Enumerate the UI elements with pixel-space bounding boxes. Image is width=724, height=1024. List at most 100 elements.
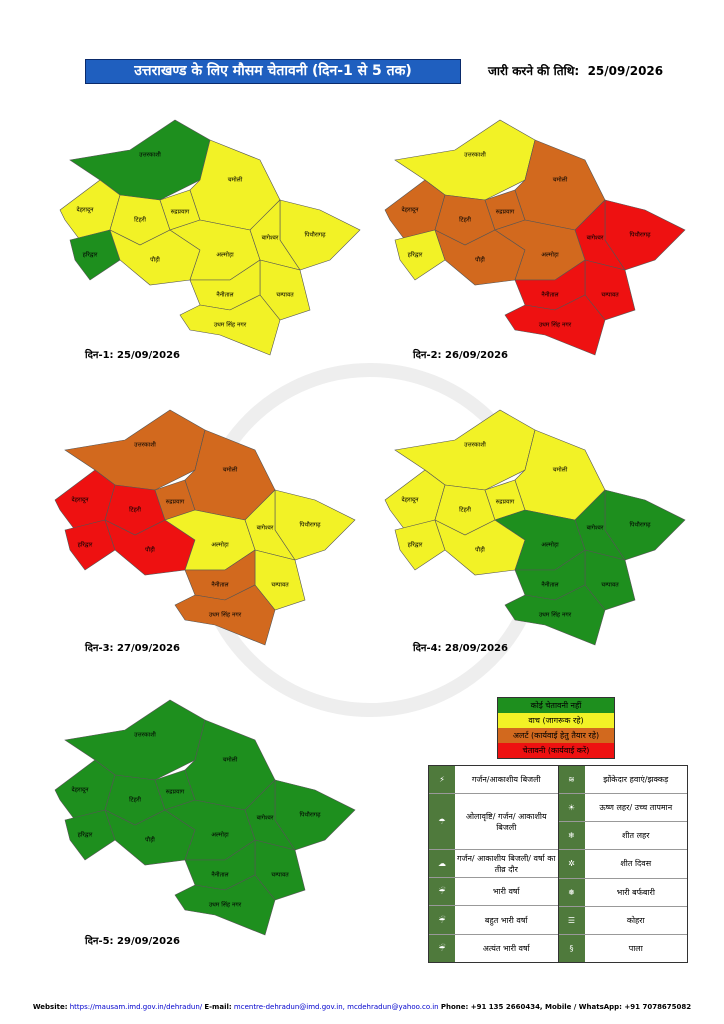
district-label: टिहरी: [459, 216, 471, 224]
district: [394, 519, 446, 571]
district-label: अल्मोड़ा: [211, 831, 229, 839]
title: उत्तराखण्ड के लिए मौसम चेतावनी (दिन-1 से…: [85, 59, 461, 84]
phone: Phone: +91 135 2660434, Mobile / WhatsAp…: [440, 1003, 692, 1011]
district-label: चम्पावत: [601, 292, 619, 299]
icon: ❅: [558, 878, 585, 906]
district-label: हरिद्वार: [408, 251, 423, 259]
icon-legend-row: ☀ ऊष्ण लहर/ उच्च तापमान: [558, 794, 687, 823]
district-label: नैनीताल: [541, 291, 559, 299]
district-label: पिथौरागढ़: [629, 521, 651, 529]
icon-legend-row: ≋ झोंकेदार हवाएं/झक्कड़: [558, 766, 687, 795]
district-label: देहरादून: [72, 496, 90, 504]
district: [504, 294, 606, 356]
district: [179, 294, 281, 356]
district-label: उत्तरकाशी: [134, 441, 156, 449]
icon-label: शीत लहर: [621, 831, 650, 841]
icon-legend-row: ❅ भारी बर्फबारी: [558, 878, 687, 907]
issue-date: जारी करने की तिथि: 25/09/2026: [488, 62, 663, 79]
district-label: चमोली: [223, 466, 238, 474]
icon-label: ऊष्ण लहर/ उच्च तापमान: [599, 803, 673, 813]
district-label: हरिद्वार: [83, 251, 98, 259]
day-caption: दिन-2: 26/09/2026: [412, 348, 508, 361]
icon-label: भारी वर्षा: [492, 887, 520, 897]
district-label: टिहरी: [459, 506, 471, 514]
district-label: नैनीताल: [216, 291, 234, 299]
district-label: चमोली: [553, 466, 568, 474]
district: [174, 584, 276, 646]
district-map: उत्तरकाशी देहरादून टिहरी हरिद्वार पौड़ी रुद्र…: [54, 699, 356, 936]
district-label: देहरादून: [72, 786, 90, 794]
website-link[interactable]: https://mausam.imd.gov.in/dehradun/: [69, 1003, 203, 1011]
icon: ⚡: [429, 766, 455, 794]
district-label: रुद्रप्रयाग: [166, 499, 185, 506]
district: [64, 519, 116, 571]
district-map: उत्तरकाशी देहरादून टिहरी हरिद्वार पौड़ी रुद्र…: [384, 409, 686, 646]
district-label: अल्मोड़ा: [541, 541, 559, 549]
district-label: बागेश्वर: [257, 524, 274, 532]
district-label: उधम सिंह नगर: [539, 611, 572, 619]
issue-value: 25/09/2026: [587, 64, 664, 78]
district-label: टिहरी: [129, 506, 141, 514]
legend-entry: कोई चेतावनी नहीं: [498, 698, 614, 713]
website-label: Website:: [32, 1003, 68, 1011]
icon-legend-row: ☔ अत्यंत भारी वर्षा: [429, 934, 558, 962]
district-label: उधम सिंह नगर: [214, 321, 247, 329]
district-label: उत्तरकाशी: [134, 731, 156, 739]
icon-label: शीत दिवस: [620, 859, 652, 869]
icon-column: ⚡ गर्जन/आकाशीय बिजली ☂ ओलावृष्टि/ गर्जन/ आक…: [429, 766, 558, 962]
district-label: रुद्रप्रयाग: [496, 209, 515, 216]
district-label: बागेश्वर: [587, 524, 604, 532]
icon: ☂: [429, 794, 455, 849]
district-map: उत्तरकाशी देहरादून टिहरी हरिद्वार पौड़ी रुद्र…: [54, 409, 356, 646]
district-map: उत्तरकाशी देहरादून टिहरी हरिद्वार पौड़ी रुद्र…: [384, 119, 686, 356]
district-map: उत्तरकाशी देहरादून टिहरी हरिद्वार पौड़ी रुद्र…: [59, 119, 361, 356]
district-label: देहरादून: [402, 496, 420, 504]
icon-label: गर्जन/ आकाशीय बिजली/ वर्षा का तीव्र दौर: [457, 853, 556, 874]
district-label: नैनीताल: [211, 581, 229, 589]
district-label: देहरादून: [77, 206, 95, 214]
icon-label: ओलावृष्टि/ गर्जन/ आकाशीय बिजली: [465, 811, 547, 832]
email-link[interactable]: mcdehradun@yahoo.co.in: [347, 1003, 439, 1011]
district-label: पिथौरागढ़: [299, 521, 321, 529]
district-label: उधम सिंह नगर: [539, 321, 572, 329]
district-label: चम्पावत: [271, 872, 289, 879]
district-label: उत्तरकाशी: [464, 441, 486, 449]
district-label: पौड़ी: [150, 256, 160, 264]
district: [64, 809, 116, 861]
icon: ☔: [429, 906, 455, 934]
icon-label: गर्जन/आकाशीय बिजली: [471, 775, 541, 785]
icon-legend-row: ❄ शीत लहर: [558, 822, 687, 851]
icon: ☔: [429, 878, 455, 906]
icon: ❄: [558, 822, 585, 850]
district-label: पिथौरागढ़: [299, 811, 321, 819]
email-link[interactable]: mcentre-dehradun@imd.gov.in,: [233, 1003, 345, 1011]
icon-label: पाला: [628, 943, 643, 953]
district-label: पौड़ी: [475, 256, 485, 264]
district-label: रुद्रप्रयाग: [496, 499, 515, 506]
district-label: चम्पावत: [271, 582, 289, 589]
district-label: हरिद्वार: [78, 831, 93, 839]
district-label: उत्तरकाशी: [464, 151, 486, 159]
day-caption: दिन-5: 29/09/2026: [84, 934, 180, 947]
issue-label: जारी करने की तिथि:: [488, 64, 580, 78]
icon-label: भारी बर्फबारी: [616, 887, 655, 897]
icon-label: अत्यंत भारी वर्षा: [482, 943, 530, 953]
day-caption: दिन-4: 28/09/2026: [412, 641, 508, 654]
district-label: बागेश्वर: [257, 814, 274, 822]
district-label: चमोली: [223, 756, 238, 764]
district-label: रुद्रप्रयाग: [171, 209, 190, 216]
icon: §: [558, 934, 585, 962]
icon-label: झोंकेदार हवाएं/झक्कड़: [603, 775, 669, 785]
icon-legend-row: ☂ ओलावृष्टि/ गर्जन/ आकाशीय बिजली: [429, 794, 558, 850]
district-label: रुद्रप्रयाग: [166, 789, 185, 796]
district: [174, 874, 276, 936]
email-label: E-mail:: [204, 1003, 232, 1011]
icon: ☁: [429, 849, 455, 878]
district-label: अल्मोड़ा: [541, 251, 559, 259]
icon-legend-row: ☔ भारी वर्षा: [429, 878, 558, 907]
district-label: नैनीताल: [211, 871, 229, 879]
icon: ✲: [558, 850, 585, 878]
icon-legend-row: § पाला: [558, 934, 688, 962]
